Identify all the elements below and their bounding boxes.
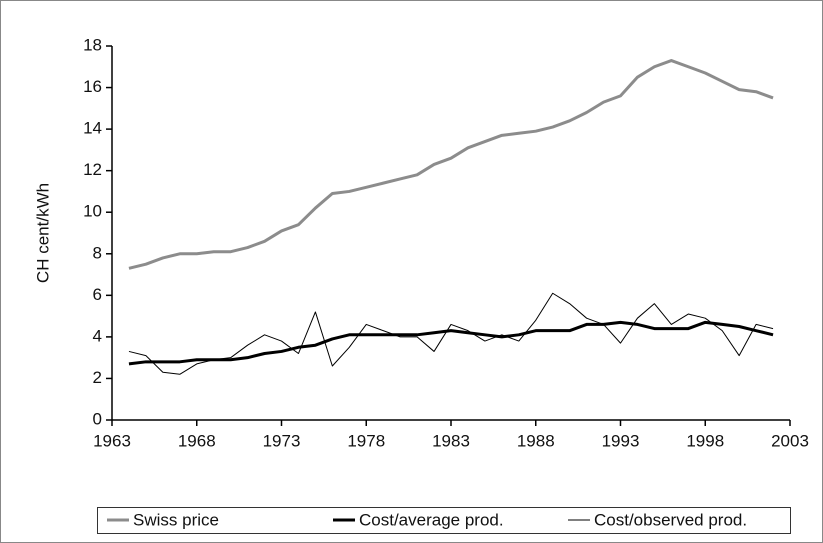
y-tick-label: 8 [93,243,102,262]
series-line [128,292,774,375]
y-tick-label: 18 [83,35,102,54]
y-tick-label: 2 [93,368,102,387]
x-tick-label: 1983 [432,431,470,450]
x-tick-label: 1973 [263,431,301,450]
y-tick-label: 16 [83,77,102,96]
x-tick-label: 1978 [347,431,385,450]
x-tick-label: 2003 [771,431,809,450]
x-tick-label: 1963 [93,431,131,450]
y-tick-label: 6 [93,285,102,304]
y-axis-label: CH cent/kWh [33,183,52,283]
series-line [128,59,774,270]
series-line [128,320,774,366]
x-tick-label: 1998 [686,431,724,450]
y-tick-label: 14 [83,119,102,138]
y-tick-label: 0 [93,409,102,428]
y-tick-label: 10 [83,202,102,221]
x-tick-label: 1993 [602,431,640,450]
legend-box [97,507,791,534]
x-tick-label: 1968 [178,431,216,450]
y-tick-label: 4 [93,326,102,345]
y-tick-label: 12 [83,160,102,179]
legend-label: Cost/observed prod. [594,510,747,529]
legend-label: Cost/average prod. [359,510,504,529]
x-tick-label: 1988 [517,431,555,450]
legend-label: Swiss price [133,510,219,529]
